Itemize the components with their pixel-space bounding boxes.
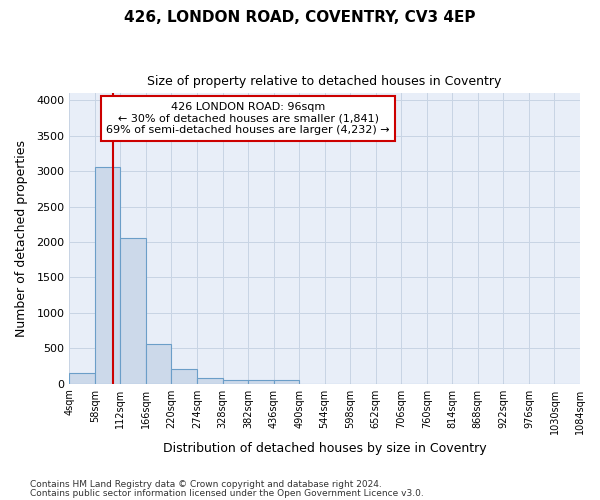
Bar bbox=[95, 167, 121, 384]
Bar bbox=[223, 380, 248, 384]
Title: Size of property relative to detached houses in Coventry: Size of property relative to detached ho… bbox=[148, 75, 502, 88]
Text: Contains HM Land Registry data © Crown copyright and database right 2024.: Contains HM Land Registry data © Crown c… bbox=[30, 480, 382, 489]
Bar bbox=[248, 380, 274, 384]
Text: Contains public sector information licensed under the Open Government Licence v3: Contains public sector information licen… bbox=[30, 488, 424, 498]
Bar bbox=[197, 378, 223, 384]
Bar bbox=[274, 380, 299, 384]
Bar bbox=[146, 344, 172, 384]
Bar bbox=[70, 373, 95, 384]
X-axis label: Distribution of detached houses by size in Coventry: Distribution of detached houses by size … bbox=[163, 442, 487, 455]
Y-axis label: Number of detached properties: Number of detached properties bbox=[15, 140, 28, 337]
Bar bbox=[121, 238, 146, 384]
Bar bbox=[172, 369, 197, 384]
Text: 426, LONDON ROAD, COVENTRY, CV3 4EP: 426, LONDON ROAD, COVENTRY, CV3 4EP bbox=[124, 10, 476, 25]
Text: 426 LONDON ROAD: 96sqm
← 30% of detached houses are smaller (1,841)
69% of semi-: 426 LONDON ROAD: 96sqm ← 30% of detached… bbox=[106, 102, 390, 135]
